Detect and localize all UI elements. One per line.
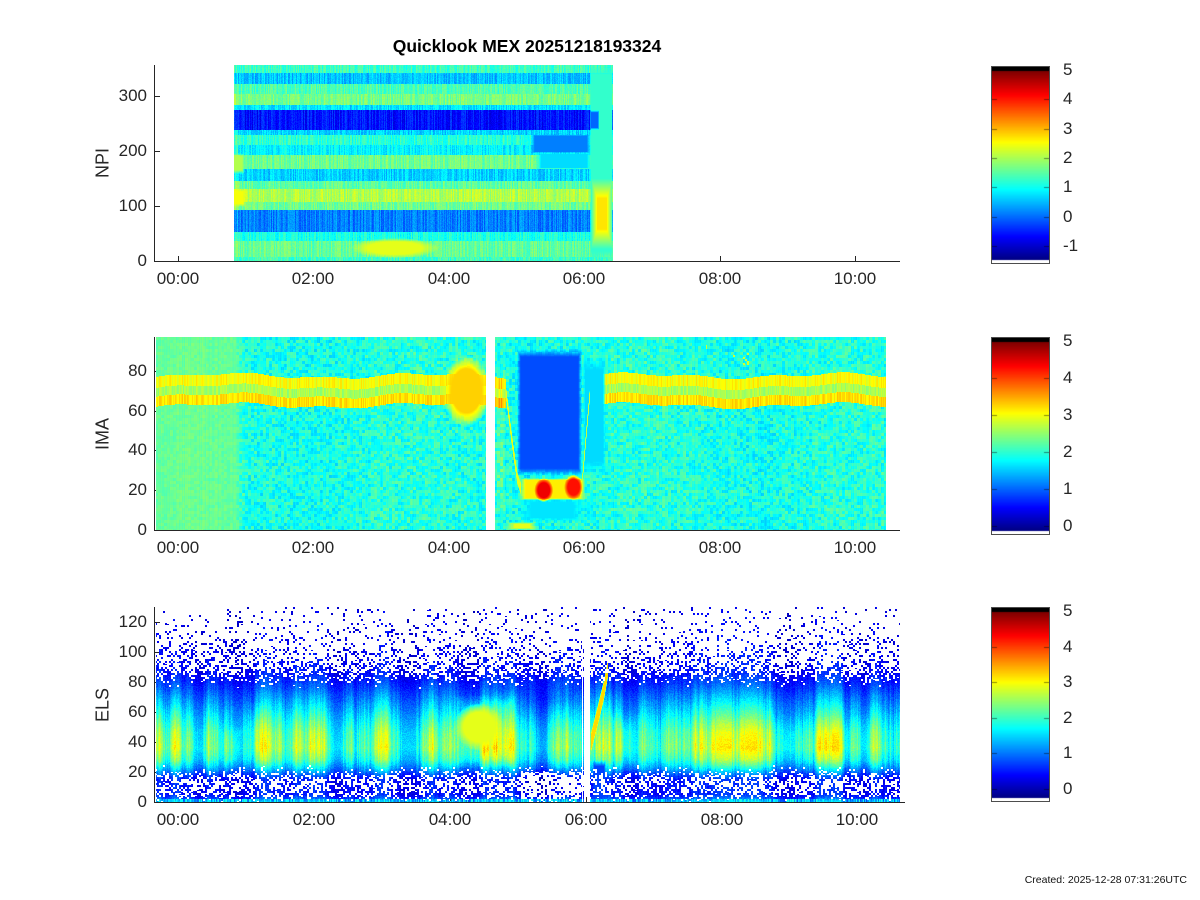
colorbar-tick-label: 0 [1063,206,1073,226]
colorbar-tick-label: 3 [1063,405,1073,424]
x-tick-label: 02:00 [291,269,335,288]
y-tick-label: 20 [128,762,147,781]
y-tick-label: 60 [128,702,147,721]
y-tick-label: 200 [118,141,147,160]
y-tick-label: 80 [128,361,147,380]
x-tick-label: 08:00 [698,538,742,557]
els-colorbar-gradient [992,608,1049,801]
colorbar-tick-label: 2 [1063,148,1073,167]
ima-plot-area [154,337,900,531]
y-tick-label: 40 [128,440,147,459]
y-tick-label: 100 [118,642,147,661]
x-tick-label: 08:00 [698,269,742,288]
y-tick-label: 20 [128,480,147,499]
npi-plot-area [154,65,900,262]
npi-spectrogram [155,65,900,261]
colorbar-tick-label: 4 [1063,368,1073,387]
y-tick-label: 80 [128,672,147,691]
ima-colorbar [991,337,1050,535]
npi-colorbar-gradient [992,67,1049,263]
x-tick-label: 10:00 [835,810,879,829]
x-tick-label: 04:00 [428,810,472,829]
colorbar-tick-label: 1 [1063,479,1073,498]
x-tick-label: 04:00 [427,538,471,557]
x-tick-label: 10:00 [833,269,877,288]
x-tick-label: 02:00 [292,810,336,829]
ima-spectrogram [155,337,900,530]
created-timestamp: Created: 2025-12-28 07:31:26UTC [1024,874,1187,886]
figure-title: Quicklook MEX 20251218193324 [392,36,662,56]
y-tick-label: 0 [137,792,147,811]
x-tick-label: 04:00 [427,269,471,288]
els-plot-area [154,607,905,803]
x-tick-label: 08:00 [700,810,744,829]
colorbar-tick-label: -1 [1063,236,1079,255]
x-tick-label: 02:00 [291,538,335,557]
colorbar-tick-label: 0 [1063,516,1073,535]
colorbar-tick-label: 4 [1063,89,1073,109]
y-tick-label: 300 [118,86,147,105]
x-tick-label: 00:00 [156,538,200,557]
colorbar-tick-label: 2 [1063,442,1073,461]
els-spectrogram [155,607,905,802]
y-tick-label: 60 [128,401,147,420]
x-tick-label: 10:00 [833,538,877,557]
colorbar-tick-label: 3 [1063,672,1073,692]
els-colorbar [991,607,1050,802]
ima-colorbar-gradient [992,338,1049,534]
colorbar-tick-label: 3 [1063,118,1073,138]
npi-colorbar [991,66,1050,264]
colorbar-tick-label: 4 [1063,636,1073,656]
y-tick-label: 0 [137,251,147,270]
x-tick-label: 00:00 [156,269,200,288]
x-tick-label: 00:00 [156,810,200,829]
colorbar-tick-label: 1 [1063,743,1073,763]
x-tick-label: 06:00 [562,538,606,557]
y-tick-label: 0 [137,520,147,539]
colorbar-tick-label: 5 [1063,331,1073,350]
colorbar-tick-label: 1 [1063,177,1073,197]
colorbar-tick-label: 5 [1063,601,1073,620]
colorbar-tick-label: 2 [1063,707,1073,727]
y-tick-label: 40 [128,732,147,751]
x-tick-label: 06:00 [564,810,608,829]
colorbar-tick-label: 0 [1063,779,1073,798]
x-tick-label: 06:00 [562,269,606,288]
y-tick-label: 120 [118,612,147,631]
colorbar-tick-label: 5 [1063,60,1073,79]
y-tick-label: 100 [118,196,147,215]
